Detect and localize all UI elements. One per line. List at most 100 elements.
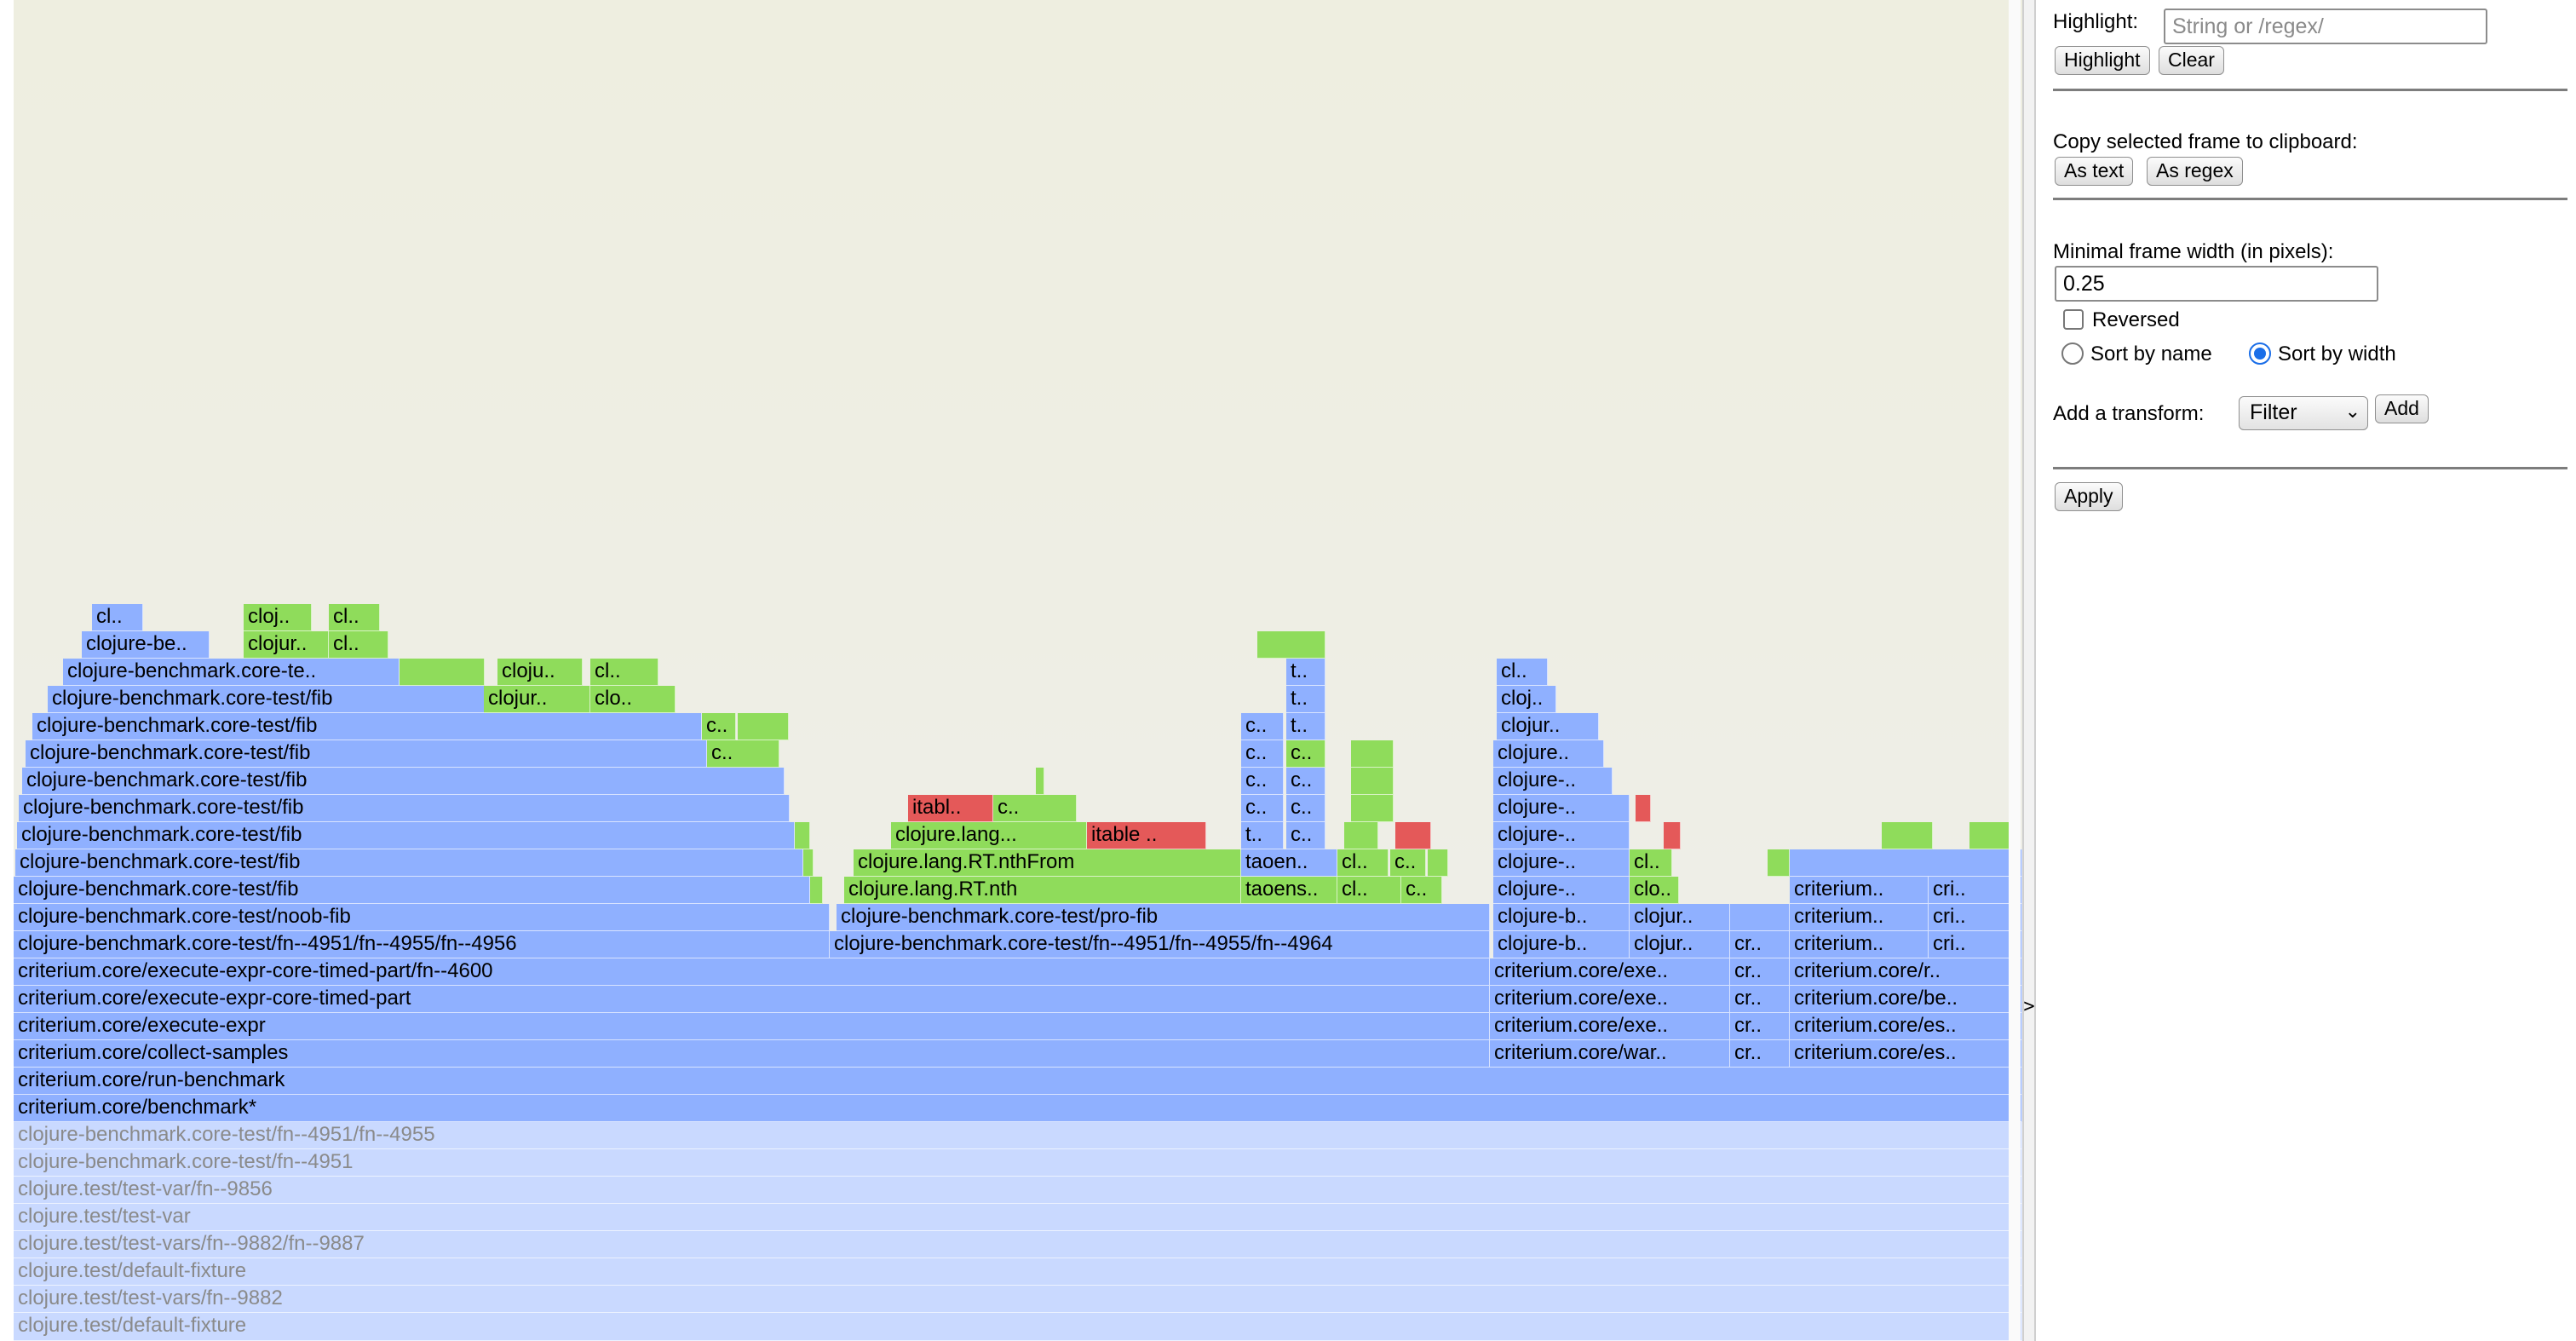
frame[interactable] [1636, 795, 1651, 822]
frame[interactable]: cl.. [1630, 849, 1672, 877]
frame[interactable]: criterium.core/es.. [1790, 1040, 2022, 1068]
frame[interactable] [803, 849, 814, 877]
panel-divider[interactable] [2022, 0, 2036, 1341]
frame[interactable]: clojur.. [484, 686, 590, 713]
frame[interactable] [795, 822, 810, 849]
frame[interactable]: c.. [702, 713, 736, 740]
frame[interactable] [1428, 849, 1448, 877]
frame[interactable]: cl.. [329, 604, 380, 631]
frame[interactable]: criterium.core/exe.. [1490, 958, 1730, 986]
min-frame-width-input[interactable] [2055, 266, 2378, 302]
frame[interactable]: clojur.. [1497, 713, 1599, 740]
frame[interactable]: clojure-benchmark.core-test/pro-fib [837, 904, 1490, 931]
frame[interactable]: clojure-benchmark.core-test/noob-fib [14, 904, 830, 931]
frame[interactable]: cri.. [1929, 904, 2022, 931]
frame[interactable]: clojure-.. [1493, 768, 1613, 795]
frame[interactable]: clojure-b.. [1493, 931, 1630, 958]
frame[interactable]: cloj.. [244, 604, 312, 631]
frame[interactable] [1768, 849, 1790, 877]
frame[interactable]: cl.. [1497, 659, 1548, 686]
frame[interactable] [738, 713, 789, 740]
frame[interactable]: t.. [1241, 822, 1284, 849]
frame[interactable]: criterium.. [1790, 904, 1929, 931]
frame[interactable]: cr.. [1730, 931, 1790, 958]
frame[interactable]: clojure.test/default-fixture [14, 1258, 2022, 1286]
frame[interactable]: clojure-benchmark.core-test/fn--4951/fn-… [14, 1122, 2022, 1149]
frame[interactable]: cr.. [1730, 958, 1790, 986]
frame[interactable]: cr.. [1730, 1013, 1790, 1040]
frame[interactable]: clojure-benchmark.core-test/fib [15, 849, 803, 877]
apply-button[interactable]: Apply [2055, 482, 2123, 511]
frame[interactable]: t.. [1286, 686, 1325, 713]
frame[interactable]: clojure-benchmark.core-te.. [63, 659, 400, 686]
frame[interactable]: c.. [1241, 713, 1284, 740]
frame[interactable]: clojure-benchmark.core-test/fib [22, 768, 785, 795]
frame[interactable]: clojure-benchmark.core-test/fib [26, 740, 707, 768]
frame[interactable]: clojur.. [1630, 904, 1730, 931]
frame[interactable] [1969, 822, 2012, 849]
frame[interactable]: clojure-benchmark.core-test/fib [19, 795, 790, 822]
highlight-input[interactable] [2164, 9, 2487, 44]
frame[interactable]: criterium.core/war.. [1490, 1040, 1730, 1068]
transform-select[interactable]: Filter ⌄ [2239, 396, 2368, 430]
frame[interactable]: itabl.. [908, 795, 993, 822]
frame[interactable]: c.. [1241, 768, 1284, 795]
frame[interactable]: cr.. [1730, 986, 1790, 1013]
flame-graph[interactable]: clojure.test/default-fixture clojure.tes… [14, 0, 2022, 1341]
frame[interactable]: criterium.. [1790, 877, 1929, 904]
frame[interactable] [1351, 740, 1394, 768]
frame[interactable]: criterium.. [1790, 931, 1929, 958]
frame[interactable]: criterium.core/be.. [1790, 986, 2022, 1013]
copy-as-regex-button[interactable]: As regex [2147, 157, 2243, 186]
frame[interactable]: c.. [1401, 877, 1442, 904]
frame[interactable]: t.. [1286, 713, 1325, 740]
frame[interactable] [1257, 631, 1325, 659]
frame[interactable]: clojure-benchmark.core-test/fib [48, 686, 497, 713]
sort-by-name-radio[interactable] [2061, 342, 2084, 365]
frame[interactable] [1395, 822, 1431, 849]
frame[interactable]: clojure.. [1493, 740, 1604, 768]
frame[interactable]: criterium.core/execute-expr [14, 1013, 1490, 1040]
frame[interactable]: criterium.core/benchmark* [14, 1095, 2022, 1122]
frame[interactable]: c.. [1286, 822, 1325, 849]
frame[interactable] [1351, 768, 1394, 795]
frame[interactable]: clojure-benchmark.core-test/fn--4951 [14, 1149, 2022, 1177]
frame[interactable]: clojure-benchmark.core-test/fib [17, 822, 795, 849]
frame[interactable] [1790, 849, 2022, 877]
frame[interactable]: cl.. [92, 604, 143, 631]
frame[interactable]: cr.. [1730, 1040, 1790, 1068]
reversed-checkbox[interactable] [2063, 309, 2084, 330]
frame[interactable]: clojure.lang.RT.nth [844, 877, 1241, 904]
frame[interactable] [810, 877, 823, 904]
frame[interactable]: clojure-benchmark.core-test/fn--4951/fn-… [14, 931, 830, 958]
frame[interactable]: clo.. [1630, 877, 1679, 904]
clear-button[interactable]: Clear [2159, 46, 2224, 75]
frame[interactable]: c.. [993, 795, 1077, 822]
frame[interactable]: clojure-benchmark.core-test/fn--4951/fn-… [830, 931, 1490, 958]
frame[interactable] [1344, 822, 1378, 849]
frame[interactable]: c.. [707, 740, 779, 768]
collapse-panel-toggle[interactable]: > [2023, 996, 2035, 1017]
frame[interactable]: taoens.. [1241, 877, 1337, 904]
frame[interactable] [1664, 822, 1681, 849]
frame[interactable]: clojure-b.. [1493, 904, 1630, 931]
frame[interactable]: clojure-.. [1493, 877, 1630, 904]
frame[interactable]: criterium.core/exe.. [1490, 1013, 1730, 1040]
frame[interactable] [400, 659, 485, 686]
frame[interactable] [1730, 904, 1790, 931]
frame[interactable]: c.. [1286, 795, 1325, 822]
add-transform-button[interactable]: Add [2375, 394, 2429, 423]
copy-as-text-button[interactable]: As text [2055, 157, 2134, 186]
highlight-button[interactable]: Highlight [2055, 46, 2150, 75]
frame[interactable]: cloj.. [1497, 686, 1556, 713]
frame[interactable]: cri.. [1929, 931, 2022, 958]
frame[interactable]: c.. [1390, 849, 1426, 877]
frame[interactable]: clojure.lang... [891, 822, 1087, 849]
frame[interactable]: criterium.core/r.. [1790, 958, 2022, 986]
frame[interactable]: criterium.core/es.. [1790, 1013, 2022, 1040]
frame[interactable]: c.. [1286, 768, 1325, 795]
frame[interactable]: clojure.test/test-var [14, 1204, 2022, 1231]
frame[interactable]: clojure-.. [1493, 795, 1630, 822]
frame[interactable]: cl.. [329, 631, 388, 659]
frame[interactable]: clojure.test/test-var/fn--9856 [14, 1177, 2022, 1204]
